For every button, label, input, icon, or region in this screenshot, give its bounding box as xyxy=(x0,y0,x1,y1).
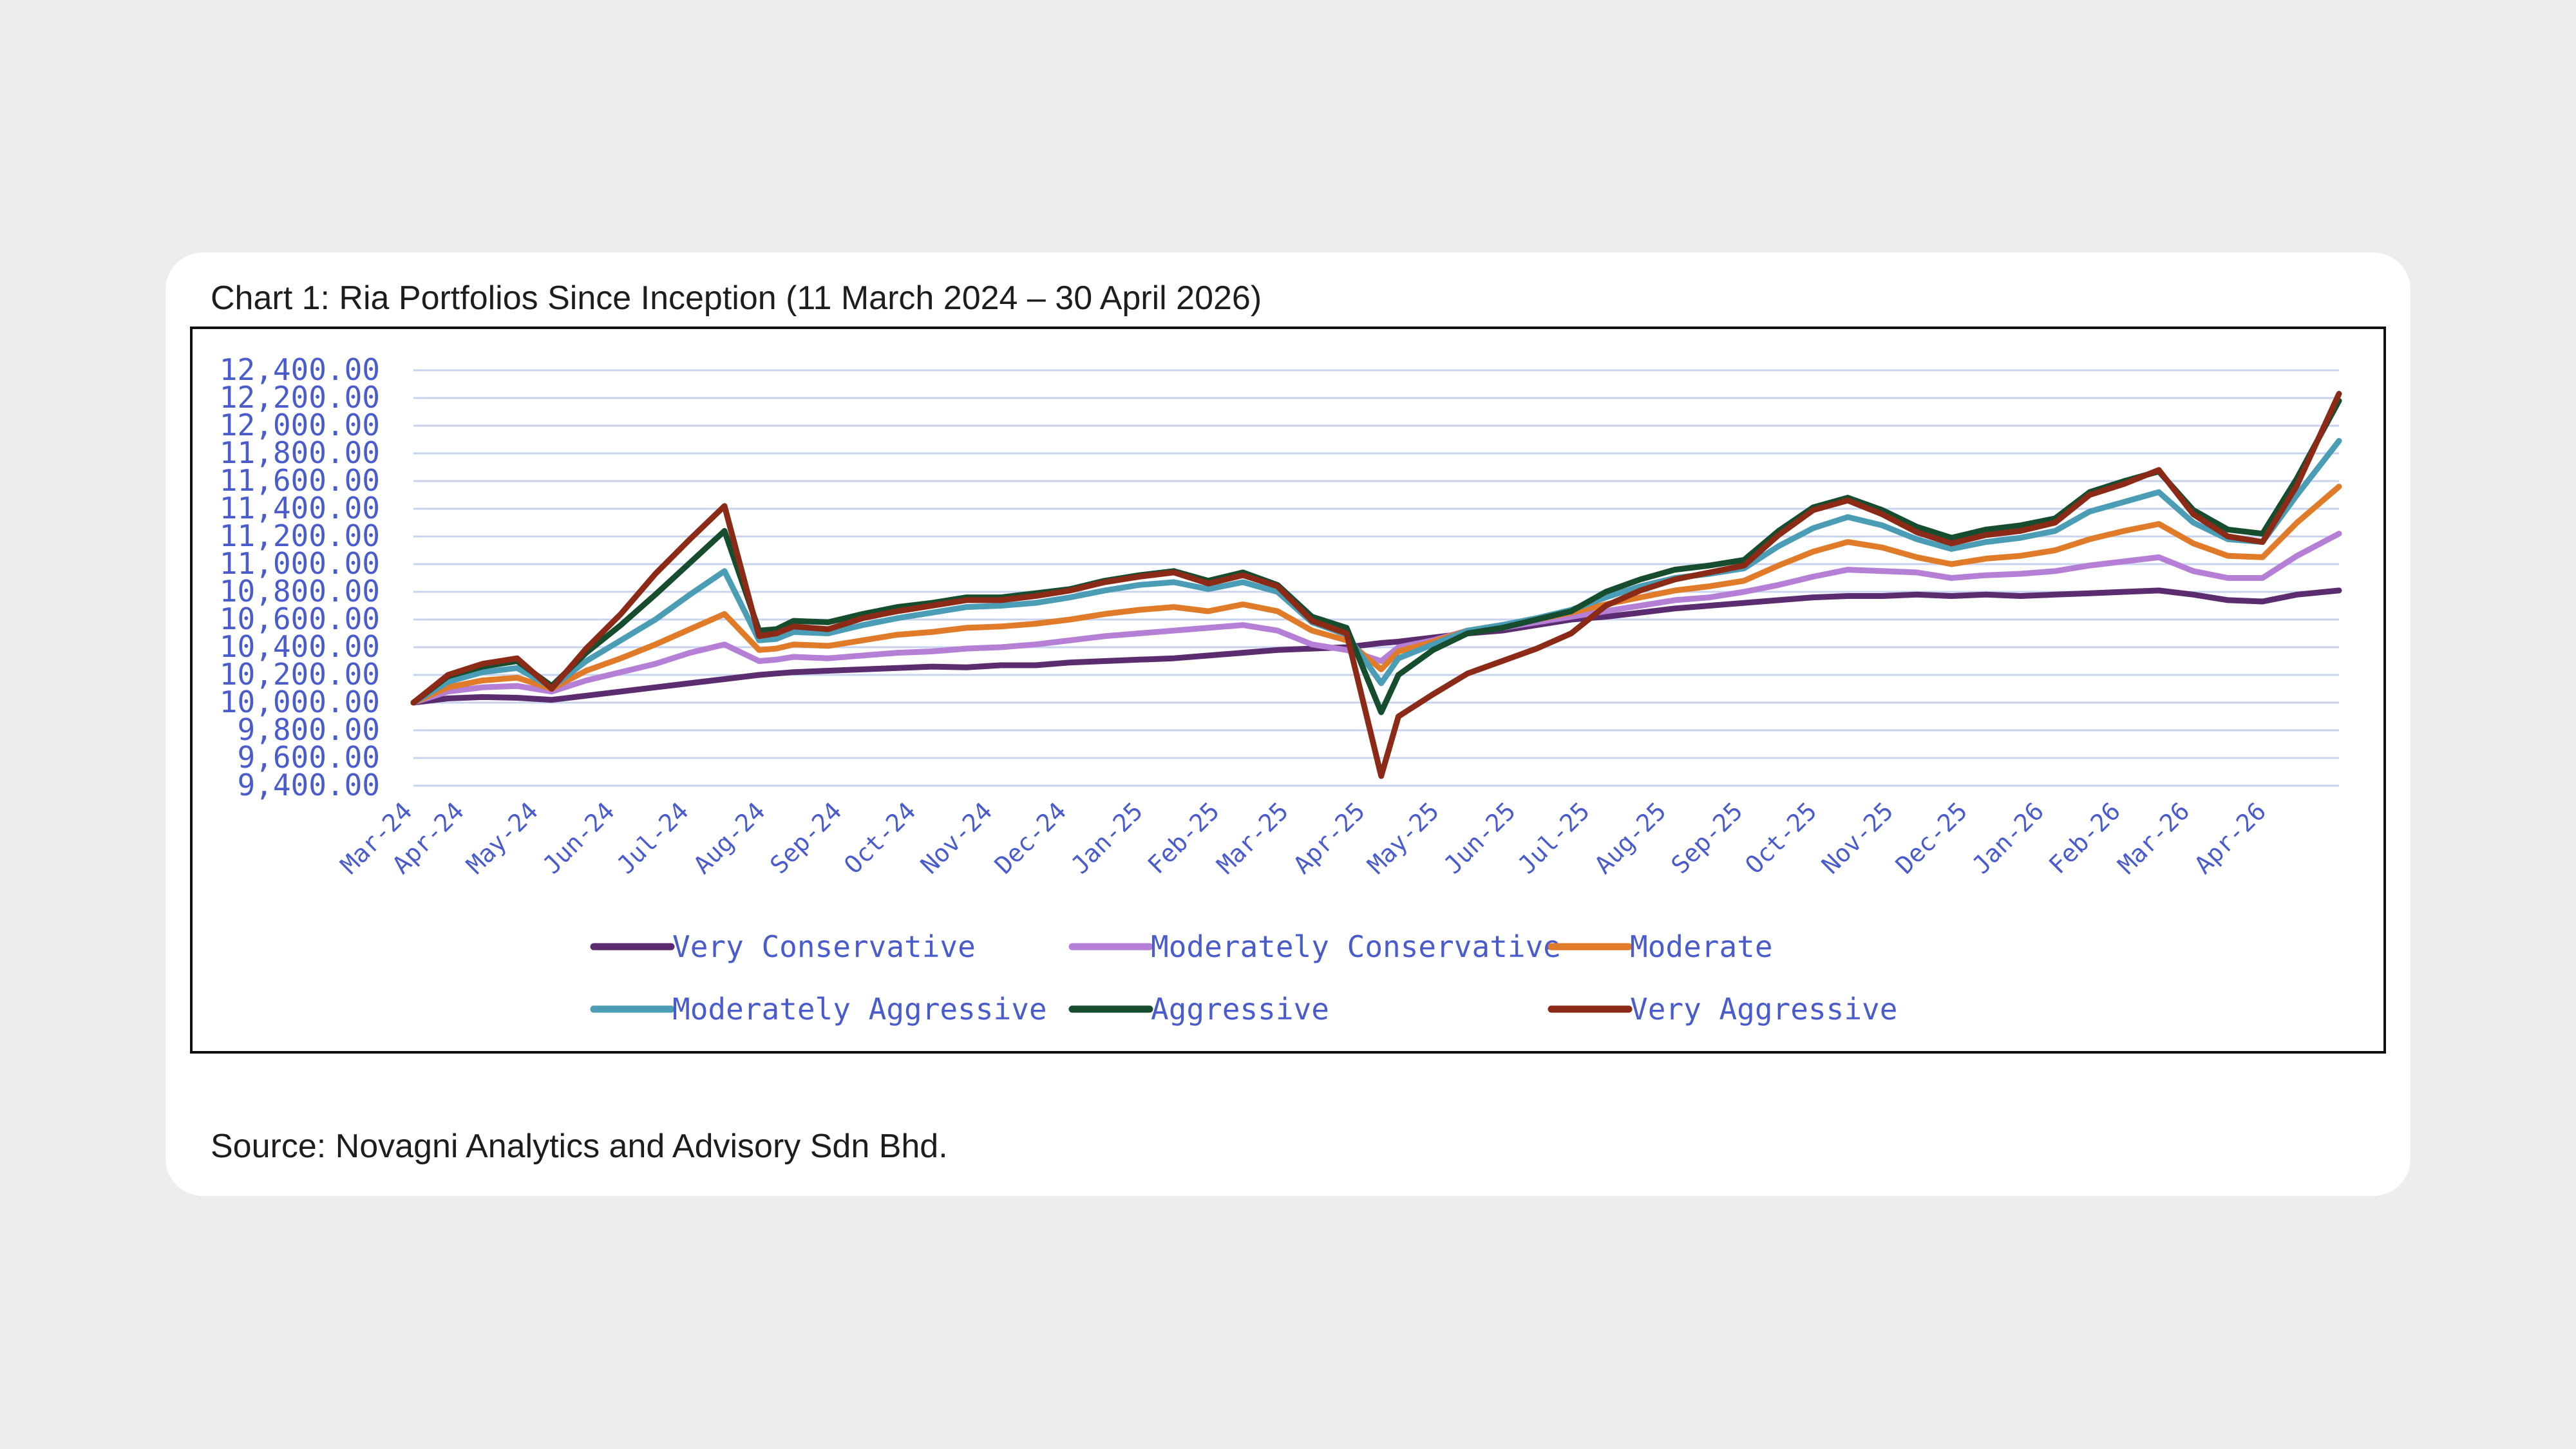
y-tick-label: 9,400.00 xyxy=(237,768,380,802)
x-tick-label: Dec-24 xyxy=(989,797,1072,879)
legend-label: Moderate xyxy=(1630,929,1773,964)
y-tick-label: 11,200.00 xyxy=(220,518,380,553)
x-tick-label: Apr-26 xyxy=(2189,797,2271,879)
x-tick-label: Apr-25 xyxy=(1288,797,1370,879)
source-note: Source: Novagni Analytics and Advisory S… xyxy=(211,1128,948,1165)
chart-title: Chart 1: Ria Portfolios Since Inception … xyxy=(211,279,1262,317)
y-tick-label: 10,000.00 xyxy=(220,685,380,719)
y-tick-label: 12,000.00 xyxy=(220,408,380,442)
x-tick-label: Nov-25 xyxy=(1816,797,1899,879)
series-line-moderately-aggressive xyxy=(410,438,2342,706)
x-tick-label: Mar-26 xyxy=(2112,797,2195,879)
x-axis: Mar-24Apr-24May-24Jun-24Jul-24Aug-24Sep-… xyxy=(335,797,2271,879)
x-tick-label: Jul-24 xyxy=(612,797,694,879)
grid-lines xyxy=(413,369,2339,787)
x-tick-label: Nov-24 xyxy=(915,797,998,879)
y-tick-label: 11,400.00 xyxy=(220,491,380,526)
y-axis: 9,400.009,600.009,800.0010,000.0010,200.… xyxy=(220,352,380,802)
y-tick-label: 11,000.00 xyxy=(220,546,380,581)
x-tick-label: Mar-25 xyxy=(1211,797,1294,879)
legend-label: Aggressive xyxy=(1151,992,1329,1027)
y-tick-label: 10,800.00 xyxy=(220,574,380,609)
x-tick-label: Aug-24 xyxy=(688,797,770,879)
x-tick-label: Jan-26 xyxy=(1967,797,2049,879)
x-tick-label: May-24 xyxy=(461,797,544,879)
y-tick-label: 12,200.00 xyxy=(220,380,380,415)
x-tick-label: Jan-25 xyxy=(1066,797,1148,879)
x-tick-label: Jun-24 xyxy=(538,797,620,879)
x-tick-label: May-25 xyxy=(1362,797,1444,879)
x-tick-label: Jun-25 xyxy=(1439,797,1521,879)
y-tick-label: 9,800.00 xyxy=(237,712,380,747)
y-tick-label: 9,600.00 xyxy=(237,740,380,775)
x-tick-label: Sep-25 xyxy=(1665,797,1748,879)
x-tick-label: Feb-25 xyxy=(1142,797,1225,879)
x-tick-label: Oct-25 xyxy=(1739,797,1822,879)
x-tick-label: Feb-26 xyxy=(2043,797,2126,879)
legend-label: Moderately Conservative xyxy=(1151,929,1561,964)
series-lines xyxy=(410,391,2342,779)
y-tick-label: 10,400.00 xyxy=(220,629,380,664)
x-tick-label: Aug-25 xyxy=(1589,797,1672,879)
x-tick-label: Oct-24 xyxy=(838,797,921,879)
legend-label: Very Conservative xyxy=(672,929,976,964)
x-tick-label: Jul-25 xyxy=(1513,797,1595,879)
y-tick-label: 11,600.00 xyxy=(220,463,380,498)
x-tick-label: Sep-24 xyxy=(764,797,847,879)
y-tick-label: 10,600.00 xyxy=(220,601,380,636)
legend-label: Moderately Aggressive xyxy=(672,992,1047,1027)
series-line-very-aggressive xyxy=(410,391,2342,779)
legend: Very Conservative Moderately Conservative… xyxy=(590,929,1897,1027)
y-tick-label: 10,200.00 xyxy=(220,657,380,692)
legend-label: Very Aggressive xyxy=(1630,992,1897,1027)
y-tick-label: 12,400.00 xyxy=(220,352,380,387)
y-tick-label: 11,800.00 xyxy=(220,435,380,470)
series-line-very-conservative xyxy=(410,587,2342,706)
x-tick-label: Dec-25 xyxy=(1890,797,1973,879)
